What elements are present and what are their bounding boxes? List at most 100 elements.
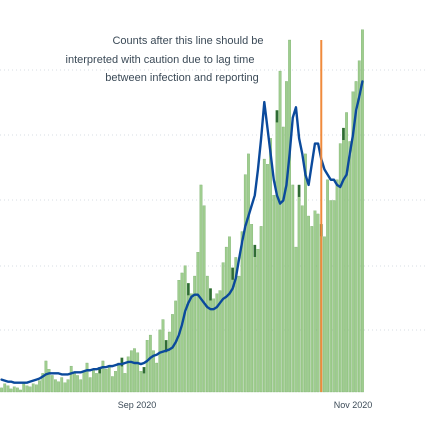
bar-day-95 (297, 184, 301, 393)
bar-cap-day-53 (164, 340, 168, 353)
bar-day-22 (66, 379, 70, 393)
bar-day-108 (338, 143, 342, 393)
x-axis: Sep 2020 Nov 2020 (118, 400, 373, 410)
bar-day-4 (9, 388, 13, 393)
bar-day-9 (25, 385, 29, 393)
bar-day-41 (126, 356, 130, 393)
bar-day-45 (139, 371, 143, 393)
x-tick-label-nov-2020: Nov 2020 (334, 400, 373, 410)
bar-day-21 (63, 382, 67, 393)
x-tick-label-sep-2020: Sep 2020 (118, 400, 157, 410)
bar-day-69 (215, 293, 219, 393)
bar-day-7 (19, 389, 22, 393)
bar-day-36 (110, 376, 114, 393)
bar-day-90 (281, 126, 285, 393)
bar-day-27 (82, 371, 86, 393)
bar-day-103 (323, 236, 326, 393)
bar-day-68 (212, 298, 216, 393)
bar-day-18 (54, 379, 57, 393)
bar-day-104 (326, 179, 329, 393)
bar-day-91 (285, 81, 288, 393)
bar-day-89 (278, 70, 282, 393)
bar-day-96 (300, 205, 304, 393)
rolling-average-line (0, 80, 364, 384)
bar-day-101 (316, 213, 320, 393)
bar-day-13 (38, 380, 41, 393)
bar-day-106 (332, 200, 336, 393)
bar-day-85 (266, 164, 269, 393)
bar-day-23 (69, 365, 73, 393)
bar-day-55 (171, 314, 174, 393)
bar-day-81 (253, 244, 257, 393)
bar-day-67 (209, 288, 212, 393)
bar-day-28 (85, 362, 89, 393)
bar-day-42 (129, 350, 133, 393)
bar-day-88 (275, 110, 279, 393)
bar-day-72 (224, 246, 228, 393)
bar-day-97 (304, 153, 307, 393)
bar-day-1 (0, 387, 3, 393)
bar-day-98 (307, 215, 310, 393)
bar-day-61 (190, 293, 193, 393)
bar-day-44 (136, 352, 140, 393)
rolling-average-layer (0, 80, 364, 384)
annotation-text-layer: Counts after this line should be interpr… (66, 35, 264, 84)
bar-day-37 (114, 371, 117, 393)
bar-cap-day-39 (120, 357, 124, 367)
bar-cap-day-67 (209, 288, 212, 301)
bar-day-87 (272, 195, 276, 393)
annotation-line-2: interpreted with caution due to lag time (66, 54, 255, 66)
bar-day-62 (193, 275, 197, 393)
bar-day-14 (41, 373, 45, 393)
bar-day-100 (313, 210, 317, 393)
bar-day-75 (234, 257, 238, 393)
bar-day-12 (35, 384, 38, 393)
bar-day-2 (3, 383, 7, 393)
bar-day-82 (256, 248, 260, 393)
bar-day-47 (145, 340, 149, 393)
bar-day-113 (354, 81, 358, 393)
bar-day-51 (158, 329, 162, 393)
bar-day-34 (104, 369, 108, 393)
bar-day-70 (218, 290, 222, 393)
bar-day-20 (60, 377, 64, 393)
bar-cap-day-46 (142, 367, 146, 374)
bar-day-73 (228, 236, 231, 393)
bar-day-115 (361, 29, 364, 393)
bar-day-10 (28, 386, 32, 393)
bar-day-110 (345, 112, 348, 393)
bar-day-77 (240, 231, 244, 393)
bar-day-78 (243, 174, 247, 393)
bar-day-56 (174, 300, 178, 393)
gridlines (0, 69, 428, 331)
bar-day-24 (73, 373, 76, 393)
bar-day-105 (329, 200, 333, 393)
bar-day-99 (310, 226, 314, 393)
bar-day-38 (117, 362, 121, 393)
bar-day-16 (47, 369, 51, 393)
bar-cap-day-95 (297, 184, 301, 197)
bar-day-26 (79, 379, 83, 393)
annotation-line-3: between infection and reporting (105, 72, 259, 84)
bar-day-93 (291, 184, 295, 393)
bar-cap-day-74 (231, 267, 234, 280)
bar-day-50 (155, 362, 159, 393)
bar-day-84 (262, 158, 266, 393)
bar-day-17 (50, 375, 54, 393)
bar-day-5 (12, 386, 16, 393)
bar-day-83 (259, 226, 263, 393)
bar-cap-day-81 (253, 244, 257, 257)
bar-day-66 (205, 275, 209, 393)
bar-day-30 (91, 369, 95, 393)
bar-day-43 (133, 348, 136, 393)
bar-day-54 (167, 331, 171, 393)
bar-day-64 (199, 184, 203, 393)
bar-day-15 (44, 360, 48, 393)
bar-day-94 (294, 246, 298, 393)
bar-day-49 (152, 350, 155, 393)
bar-day-40 (123, 373, 127, 393)
bar-day-107 (335, 179, 339, 393)
bar-day-31 (95, 373, 98, 393)
bar-day-6 (16, 387, 19, 393)
